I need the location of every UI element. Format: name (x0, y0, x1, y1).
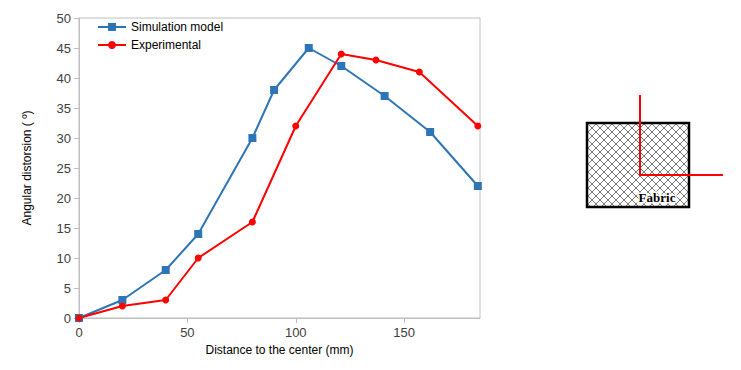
svg-text:0: 0 (64, 311, 71, 326)
svg-text:10: 10 (57, 251, 71, 266)
svg-text:20: 20 (57, 191, 71, 206)
svg-text:50: 50 (180, 325, 194, 340)
svg-text:30: 30 (57, 131, 71, 146)
svg-text:Distance to the center (mm): Distance to the center (mm) (205, 343, 353, 357)
svg-text:0: 0 (75, 325, 82, 340)
svg-text:25: 25 (57, 161, 71, 176)
svg-text:Fabric: Fabric (639, 190, 676, 205)
svg-text:35: 35 (57, 101, 71, 116)
svg-text:Experimental: Experimental (131, 38, 201, 52)
svg-text:Angular distorsion ( º): Angular distorsion ( º) (20, 110, 34, 225)
svg-text:40: 40 (57, 71, 71, 86)
svg-text:150: 150 (393, 325, 415, 340)
svg-text:100: 100 (285, 325, 307, 340)
svg-text:50: 50 (57, 11, 71, 26)
svg-text:15: 15 (57, 221, 71, 236)
svg-text:5: 5 (64, 281, 71, 296)
svg-text:45: 45 (57, 41, 71, 56)
svg-text:Simulation model: Simulation model (131, 20, 223, 34)
